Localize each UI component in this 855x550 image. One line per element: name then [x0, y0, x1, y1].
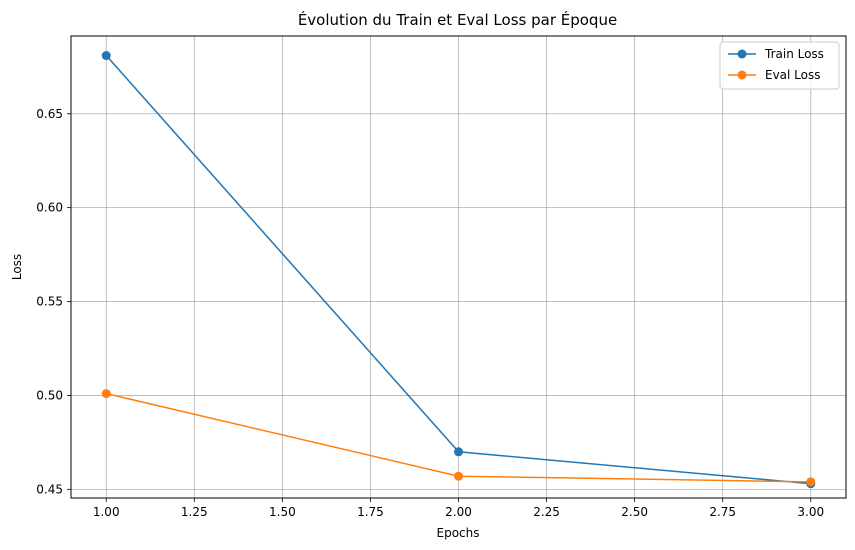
- legend-train-loss-label: Train Loss: [764, 47, 824, 61]
- legend-eval-loss-label: Eval Loss: [765, 68, 821, 82]
- x-tick-label: 2.75: [709, 505, 736, 519]
- x-axis: 1.00 1.25 1.50 1.75 2.00 2.25 2.50 2.75 3.00: [93, 498, 824, 519]
- legend-eval-loss-marker: [737, 70, 747, 80]
- y-tick-label: 0.65: [36, 107, 63, 121]
- x-tick-label: 1.25: [181, 505, 208, 519]
- eval-loss-point: [454, 471, 463, 481]
- train-loss-point: [101, 51, 111, 61]
- y-tick-label: 0.50: [36, 388, 63, 402]
- x-tick-label: 1.50: [269, 505, 296, 519]
- chart-title: Évolution du Train et Eval Loss par Époq…: [298, 10, 617, 29]
- y-tick-label: 0.55: [36, 295, 63, 309]
- x-tick-label: 2.00: [445, 505, 472, 519]
- y-tick-label: 0.45: [36, 482, 63, 496]
- x-tick-label: 1.75: [357, 505, 384, 519]
- y-axis: 0.45 0.50 0.55 0.60 0.65: [36, 107, 71, 496]
- legend-train-loss-marker: [737, 49, 747, 59]
- x-tick-label: 3.00: [797, 505, 824, 519]
- x-tick-label: 2.25: [533, 505, 560, 519]
- train-loss-point: [454, 447, 463, 457]
- x-axis-label: Epochs: [437, 526, 480, 540]
- x-tick-label: 1.00: [93, 505, 120, 519]
- series-group: [101, 51, 816, 489]
- eval-loss-point: [101, 389, 111, 399]
- grid-lines: [71, 36, 846, 498]
- eval-loss-point: [806, 477, 816, 487]
- x-tick-label: 2.50: [621, 505, 648, 519]
- y-tick-label: 0.60: [36, 201, 63, 215]
- y-axis-label: Loss: [10, 254, 24, 280]
- legend: Train Loss Eval Loss: [719, 41, 840, 90]
